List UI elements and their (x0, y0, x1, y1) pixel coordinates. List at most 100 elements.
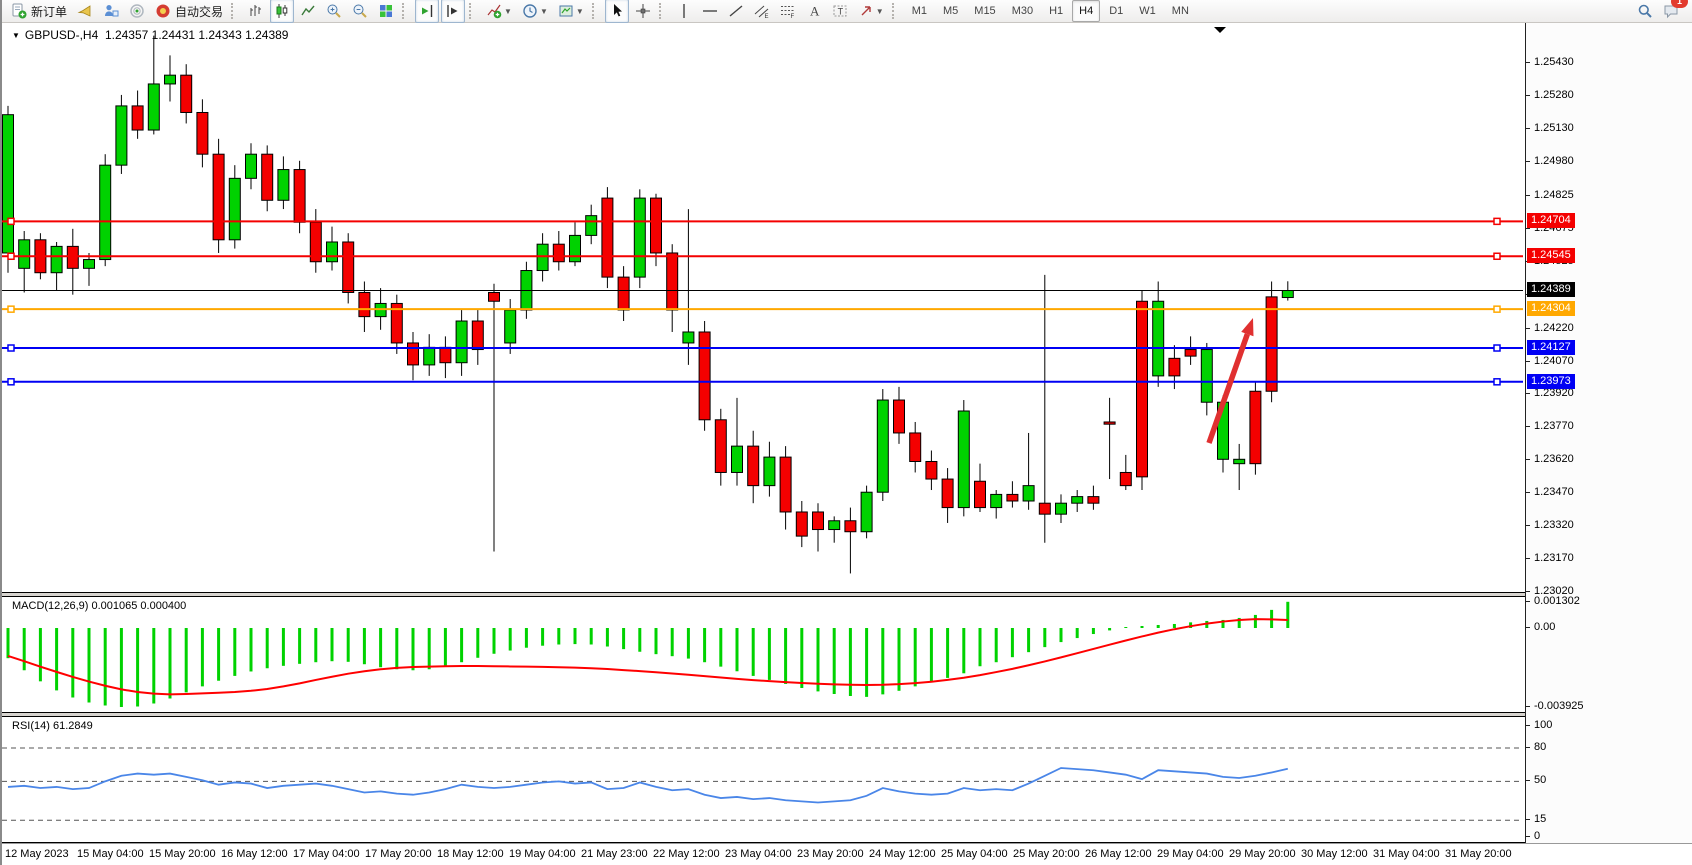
trend-arrow[interactable] (1206, 333, 1250, 444)
timeframe-h4[interactable]: H4 (1072, 0, 1101, 22)
timeframe-m30[interactable]: M30 (1011, 5, 1034, 17)
rsi-tick-label: 0 (1534, 830, 1541, 842)
date-axis[interactable]: 12 May 2023 15 May 04:00 15 May 20:00 16 Ma… (2, 843, 1692, 865)
chart-shift-button[interactable] (415, 0, 440, 23)
chat-button[interactable]: 1 (1659, 0, 1688, 23)
new-order-icon (12, 3, 27, 19)
line-handle[interactable] (1493, 252, 1501, 261)
templates-button[interactable]: ▼ (554, 0, 588, 23)
auto-trading-button[interactable]: 自动交易 (151, 0, 227, 23)
trend-arrow-head[interactable] (1241, 318, 1254, 337)
axis-tick (1526, 525, 1530, 527)
line-handle[interactable] (7, 378, 15, 386)
axis-tick (1526, 459, 1530, 461)
axis-tick (1526, 724, 1530, 726)
toolbar-grip (591, 3, 601, 19)
panel-splitter[interactable] (2, 713, 1525, 716)
axis-tick (1526, 600, 1530, 602)
chevron-down-icon[interactable]: ▼ (12, 31, 20, 40)
candlestick-chart[interactable] (2, 23, 1525, 593)
timeframe-w1[interactable]: W1 (1139, 5, 1156, 17)
candle-chart-icon (276, 4, 288, 18)
search-icon (1638, 4, 1652, 18)
crosshair-button[interactable] (631, 0, 655, 23)
timeframe-d1[interactable]: D1 (1109, 5, 1124, 17)
candle-body (1071, 496, 1084, 504)
macd-chart[interactable] (2, 597, 1525, 714)
line-handle[interactable] (1493, 305, 1501, 313)
candle-body (617, 276, 630, 311)
new-order-button[interactable]: 新订单 (7, 0, 71, 23)
timeframe-h1[interactable]: H1 (1049, 5, 1064, 17)
date-tick-label: 29 May 20:00 (1229, 848, 1296, 860)
price-axis[interactable]: 1.254301.252801.251301.249801.248251.246… (1525, 23, 1692, 843)
candle-body (471, 320, 484, 351)
timeframe-m1[interactable]: M1 (911, 5, 927, 17)
rsi-chart[interactable] (2, 717, 1525, 844)
timeframe-m15[interactable]: M15 (974, 5, 996, 17)
date-tick-label: 23 May 04:00 (725, 848, 792, 860)
candle-body (925, 460, 938, 480)
line-handle[interactable] (1493, 378, 1501, 386)
line-chart-button[interactable] (296, 0, 320, 23)
panel-splitter[interactable] (2, 593, 1525, 596)
rsi-panel[interactable] (2, 716, 1525, 843)
arrows-button[interactable]: ▼ (854, 0, 888, 23)
timeframe-mn[interactable]: MN (1171, 5, 1189, 17)
text-button[interactable]: A (802, 0, 826, 23)
horizontal-line-button[interactable] (698, 0, 722, 23)
profile-button[interactable] (99, 0, 123, 23)
price-tick-label: 1.23620 (1534, 453, 1574, 466)
dropdown-caret-icon[interactable]: ▼ (575, 6, 584, 16)
candle-body (180, 74, 193, 113)
indicators-button[interactable]: ▼ (482, 0, 516, 23)
zoom-in-button[interactable] (322, 0, 346, 23)
main-chart-panel[interactable] (2, 23, 1525, 593)
tile-windows-button[interactable] (374, 0, 398, 23)
arrows-icon (861, 6, 871, 16)
signals-button[interactable] (125, 0, 149, 23)
line-handle[interactable] (7, 344, 15, 352)
toolbar: 新订单 自动交易 ▼ ▼ ▼ E F A T ▼ M1 M5 M15 M30 H1 H4 D1 W1 MN 1 (2, 0, 1692, 23)
candle-chart-button[interactable] (270, 0, 295, 23)
axis-tick (1526, 327, 1530, 329)
macd-tick-label: -0.003925 (1534, 699, 1584, 712)
auto-scroll-icon (447, 5, 458, 17)
macd-signal-line (7, 618, 1288, 696)
line-handle[interactable] (7, 217, 15, 226)
price-line-label: 1.24545 (1527, 248, 1575, 264)
line-handle[interactable] (7, 305, 15, 313)
bar-chart-button[interactable] (244, 0, 268, 23)
candle-body (601, 197, 614, 278)
dropdown-caret-icon[interactable]: ▼ (504, 6, 512, 16)
line-handle[interactable] (7, 252, 15, 261)
alerts-button[interactable] (73, 0, 97, 23)
candle-body (569, 234, 581, 263)
cursor-button[interactable] (604, 0, 629, 23)
candle-body (293, 169, 306, 223)
candle-body (909, 432, 922, 462)
dropdown-caret-icon[interactable]: ▼ (539, 6, 548, 16)
channel-button[interactable]: E (750, 0, 774, 23)
macd-panel[interactable] (2, 596, 1525, 713)
fibonacci-button[interactable]: F (776, 0, 800, 23)
candle-body (66, 245, 79, 269)
timeframe-m5[interactable]: M5 (943, 5, 959, 17)
vertical-line-button[interactable] (672, 0, 696, 23)
line-handle[interactable] (1493, 344, 1501, 352)
text-label-button[interactable]: T (828, 0, 852, 23)
rsi-indicator-label: RSI(14) 61.2849 (12, 720, 93, 732)
candle-body (633, 197, 646, 278)
dropdown-caret-icon[interactable]: ▼ (875, 6, 884, 16)
trendline-button[interactable] (724, 0, 748, 23)
ohlc-values: 1.24357 1.24431 1.24343 1.24389 (104, 28, 289, 42)
candle-body (488, 291, 500, 302)
line-handle[interactable] (1493, 217, 1501, 226)
auto-scroll-button[interactable] (441, 0, 466, 23)
periods-button[interactable]: ▼ (518, 0, 552, 23)
price-tick-label: 1.23020 (1534, 584, 1574, 597)
toolbar-group: 新订单 自动交易 (6, 0, 228, 22)
search-button[interactable] (1633, 0, 1657, 23)
zoom-out-button[interactable] (348, 0, 372, 23)
